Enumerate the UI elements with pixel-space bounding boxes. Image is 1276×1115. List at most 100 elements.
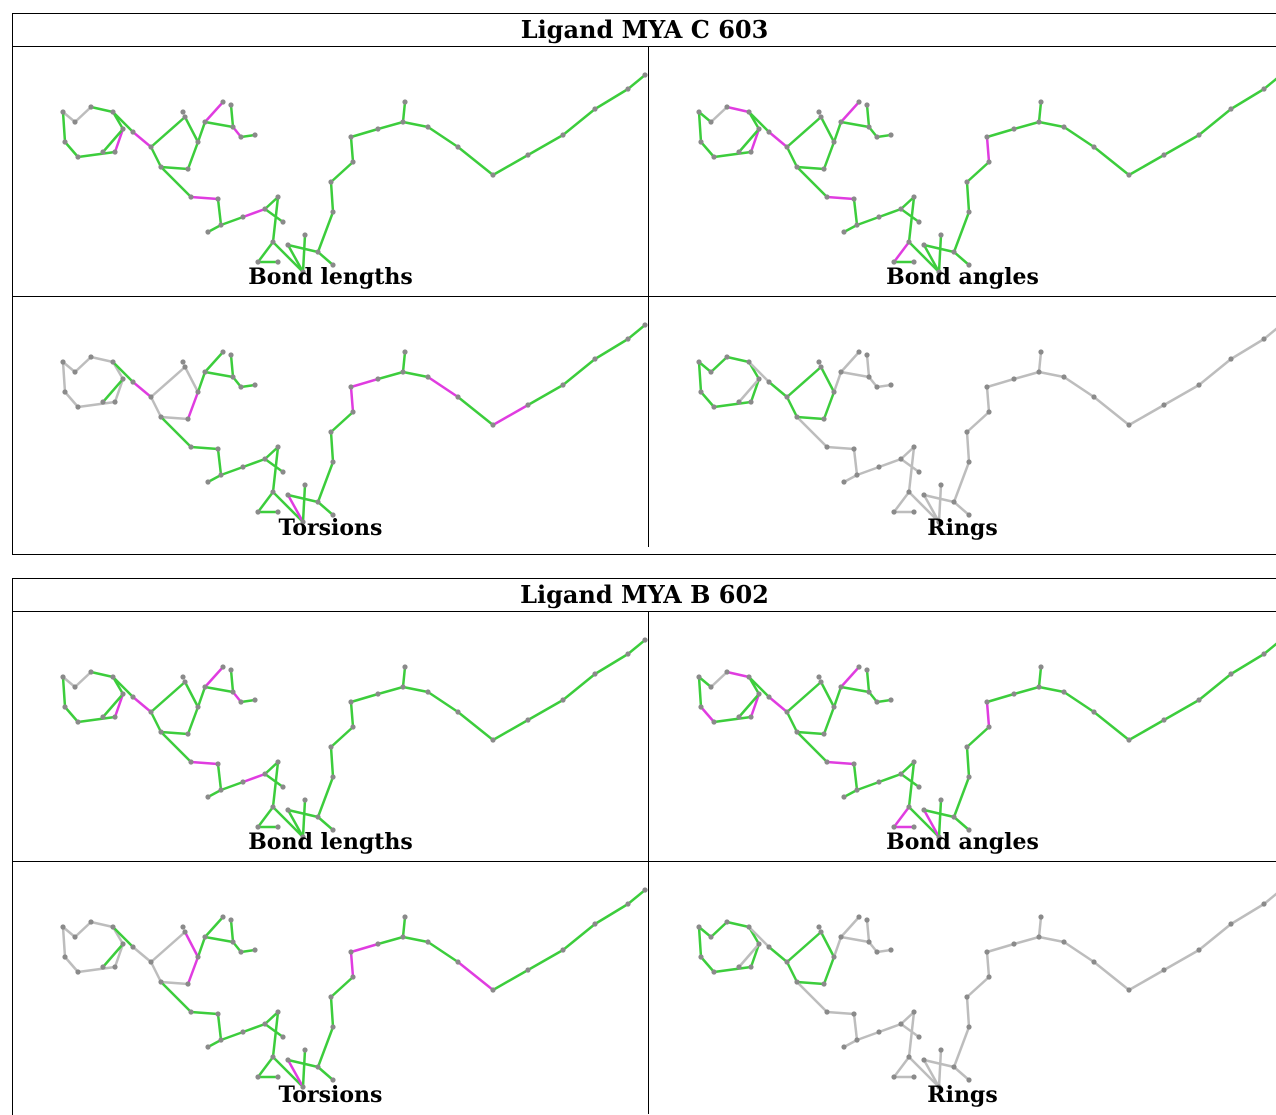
bond [819, 930, 836, 959]
atom [696, 924, 702, 930]
bond [256, 240, 275, 264]
atom [270, 804, 276, 810]
atom [841, 794, 847, 800]
bond [937, 233, 943, 274]
atom [270, 1054, 276, 1060]
bond [865, 103, 871, 129]
atom [818, 679, 824, 685]
atom [218, 1037, 224, 1043]
atom [938, 482, 944, 488]
atom [1228, 921, 1234, 927]
atom [966, 827, 972, 833]
bond [349, 377, 380, 389]
bond [316, 500, 335, 517]
bond [832, 935, 843, 959]
atom [964, 744, 970, 750]
bond [73, 355, 93, 374]
atom [911, 259, 917, 265]
atom [62, 704, 68, 710]
bond [286, 1058, 320, 1069]
bond [697, 675, 713, 689]
atom [864, 667, 870, 673]
panel-bond-angles: Bond angles [649, 612, 1276, 862]
bond [593, 337, 630, 361]
atom [72, 119, 78, 125]
atom [938, 797, 944, 803]
atom [525, 717, 531, 723]
atom [984, 699, 990, 705]
bond [1127, 718, 1166, 742]
atom [275, 1009, 281, 1015]
bond [196, 685, 207, 709]
atom [112, 149, 118, 155]
bond [952, 815, 971, 832]
bond [149, 680, 187, 714]
bond [785, 365, 823, 399]
atom [831, 139, 837, 145]
atom [1038, 914, 1044, 920]
atom [110, 359, 116, 365]
atom [1196, 132, 1202, 138]
bond [1037, 120, 1066, 129]
atom [766, 694, 772, 700]
atom [1038, 99, 1044, 105]
bond [401, 685, 430, 694]
molecule-diagram [60, 322, 648, 525]
bond [855, 465, 881, 477]
atom [1196, 947, 1202, 953]
atom [592, 356, 598, 362]
atom [400, 119, 406, 125]
atom [1091, 709, 1097, 715]
bond [349, 700, 355, 729]
bond [149, 710, 163, 734]
atom [711, 969, 717, 975]
bond [795, 165, 829, 199]
atom [185, 416, 191, 422]
bond [203, 915, 225, 939]
bond [401, 915, 407, 939]
bond [101, 692, 125, 719]
atom [984, 384, 990, 390]
atom [180, 924, 186, 930]
bond [189, 195, 220, 201]
atom [936, 269, 942, 275]
bond [899, 772, 921, 789]
panel-label: Bond lengths [248, 264, 413, 290]
bond [456, 145, 495, 177]
atom [854, 787, 860, 793]
atom [88, 669, 94, 675]
atom [218, 222, 224, 228]
bond [709, 105, 729, 124]
atom [1061, 939, 1067, 945]
atom [228, 917, 234, 923]
atom [185, 981, 191, 987]
atom [375, 126, 381, 132]
bond [712, 150, 753, 159]
bond [822, 705, 836, 736]
bond [111, 110, 135, 134]
atom [794, 164, 800, 170]
bond [456, 710, 495, 742]
atom [425, 689, 431, 695]
bond [899, 1022, 921, 1039]
atom [302, 482, 308, 488]
atom [876, 464, 882, 470]
atom [302, 1047, 308, 1053]
bond [839, 120, 871, 129]
atom [330, 512, 336, 518]
bond [1262, 892, 1276, 906]
bond [839, 370, 871, 379]
bond [749, 692, 761, 719]
bond [767, 945, 789, 964]
atom [1036, 934, 1042, 940]
bond [832, 685, 843, 709]
bond [697, 925, 703, 959]
bond [301, 798, 307, 839]
atom [898, 456, 904, 462]
bond [749, 127, 761, 154]
atom [1061, 689, 1067, 695]
atom [724, 919, 730, 925]
bond [709, 920, 729, 939]
bond [401, 665, 407, 689]
atom [1196, 697, 1202, 703]
